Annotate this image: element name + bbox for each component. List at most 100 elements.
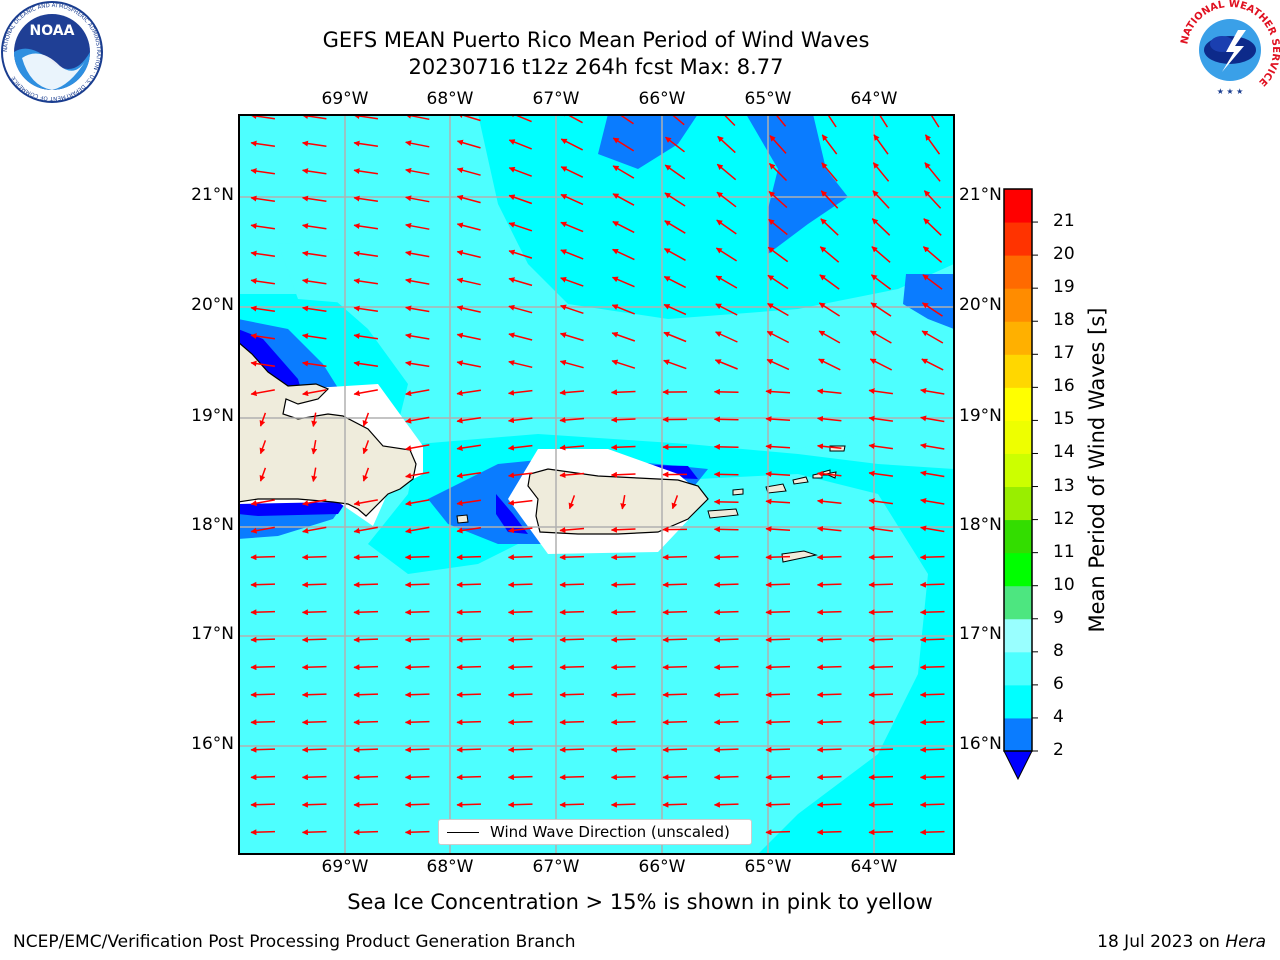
wave-direction-arrow [250,746,276,753]
wave-direction-arrow [868,774,894,781]
wave-direction-arrow [713,416,739,423]
wave-direction-arrow [816,746,842,753]
wave-direction-arrow [765,774,791,781]
colorbar-segment [1004,684,1032,719]
wave-direction-arrow [820,218,839,236]
wave-direction-arrow [715,303,738,316]
wave-direction-arrow [259,467,267,482]
wave-direction-arrow [404,664,430,671]
wave-direction-arrow [713,719,739,726]
wave-direction-arrow [362,467,370,482]
colorbar-tick-label: 6 [1053,673,1064,694]
wave-direction-arrow [714,359,738,370]
map-gridlines [238,114,954,854]
wave-direction-arrow [456,222,481,231]
wave-direction-arrow [818,330,841,344]
wave-direction-arrow [868,498,893,505]
wave-direction-arrow [612,137,635,152]
wave-direction-arrow [404,774,430,781]
wave-period-map [238,114,955,855]
wave-direction-arrow [559,774,585,781]
wave-direction-arrow [405,526,430,534]
wave-direction-arrow [923,190,942,209]
wave-direction-arrow [559,389,585,396]
wave-direction-arrow [765,443,791,450]
wave-direction-arrow [250,829,276,836]
wave-direction-arrow [353,168,379,175]
chart-title: GEFS MEAN Puerto Rico Mean Period of Win… [322,28,870,52]
colorbar-tick-label: 19 [1053,277,1075,298]
wave-direction-arrow [507,636,533,643]
wave-direction-arrow [404,554,430,561]
wave-direction-arrow [768,218,788,236]
wave-direction-arrow [405,499,430,507]
wave-direction-arrow [610,471,636,478]
wave-direction-arrow [765,801,791,808]
wave-direction-arrow [816,801,842,808]
wave-direction-arrow [560,114,583,124]
wave-direction-arrow [765,498,791,505]
wave-direction-arrow [456,249,481,259]
wave-direction-arrow [508,417,533,424]
wave-direction-arrow [664,220,686,234]
wave-direction-arrow [868,636,894,643]
wave-direction-arrow [250,664,276,671]
lon-label-top: 66°W [638,89,686,109]
wave-direction-arrow [871,246,891,263]
wave-direction-arrow [662,609,688,616]
wave-direction-arrow [560,276,584,287]
wave-direction-arrow [405,277,430,285]
wave-direction-arrow [250,333,276,340]
wave-direction-arrow [766,330,790,344]
wave-direction-arrow [404,636,430,643]
wave-direction-arrow [868,443,893,450]
wave-direction-arrow [405,195,430,203]
lat-label-right: 20°N [959,295,1002,315]
wave-direction-arrow [301,719,327,726]
wave-direction-arrow [610,636,636,643]
wave-direction-arrow [868,691,894,698]
wave-direction-arrow [559,527,585,534]
wave-direction-arrow [870,330,892,344]
wave-direction-arrow [919,719,945,726]
colorbar-segment [1004,321,1032,355]
wave-direction-arrow [767,246,789,263]
lat-label-right: 16°N [959,734,1002,754]
wave-direction-arrow [919,691,945,698]
lat-label-left: 20°N [191,295,234,315]
wave-direction-arrow [663,248,686,261]
wave-direction-arrow [302,195,327,202]
wave-direction-arrow [404,691,430,698]
wave-direction-arrow [611,276,635,288]
wave-direction-arrow [662,636,688,643]
colorbar-extend-triangle [1003,750,1033,781]
wave-direction-arrow [662,801,688,808]
wave-direction-arrow [919,746,945,753]
wave-direction-arrow [353,581,379,588]
wave-direction-arrow [456,609,482,616]
wave-direction-arrow [871,218,891,236]
colorbar-tick-label: 15 [1053,409,1075,430]
colorbar-segment [1004,552,1032,587]
wave-direction-arrow [873,134,889,155]
wave-direction-arrow [405,444,430,452]
wave-direction-arrow [259,412,267,427]
wave-direction-arrow [868,609,894,616]
wave-direction-arrow [612,193,635,206]
wave-direction-arrow [456,499,482,506]
wave-direction-arrow [868,801,894,808]
wave-direction-arrow [302,360,327,367]
colorbar-segment [1004,255,1032,289]
svg-text:NOAA: NOAA [30,23,75,39]
wave-direction-arrow [713,443,739,450]
wave-direction-arrow [662,746,688,753]
wave-direction-arrow [662,719,688,726]
wave-direction-arrow [353,801,379,808]
wave-direction-arrow [302,140,327,147]
legend-label: Wind Wave Direction (unscaled) [490,823,730,841]
lon-label-top: 64°W [850,89,898,109]
wave-direction-arrow [250,691,276,698]
wave-direction-arrow [819,274,840,290]
svg-text:★ ★ ★: ★ ★ ★ [1217,87,1244,96]
wave-direction-arrow [250,774,276,781]
